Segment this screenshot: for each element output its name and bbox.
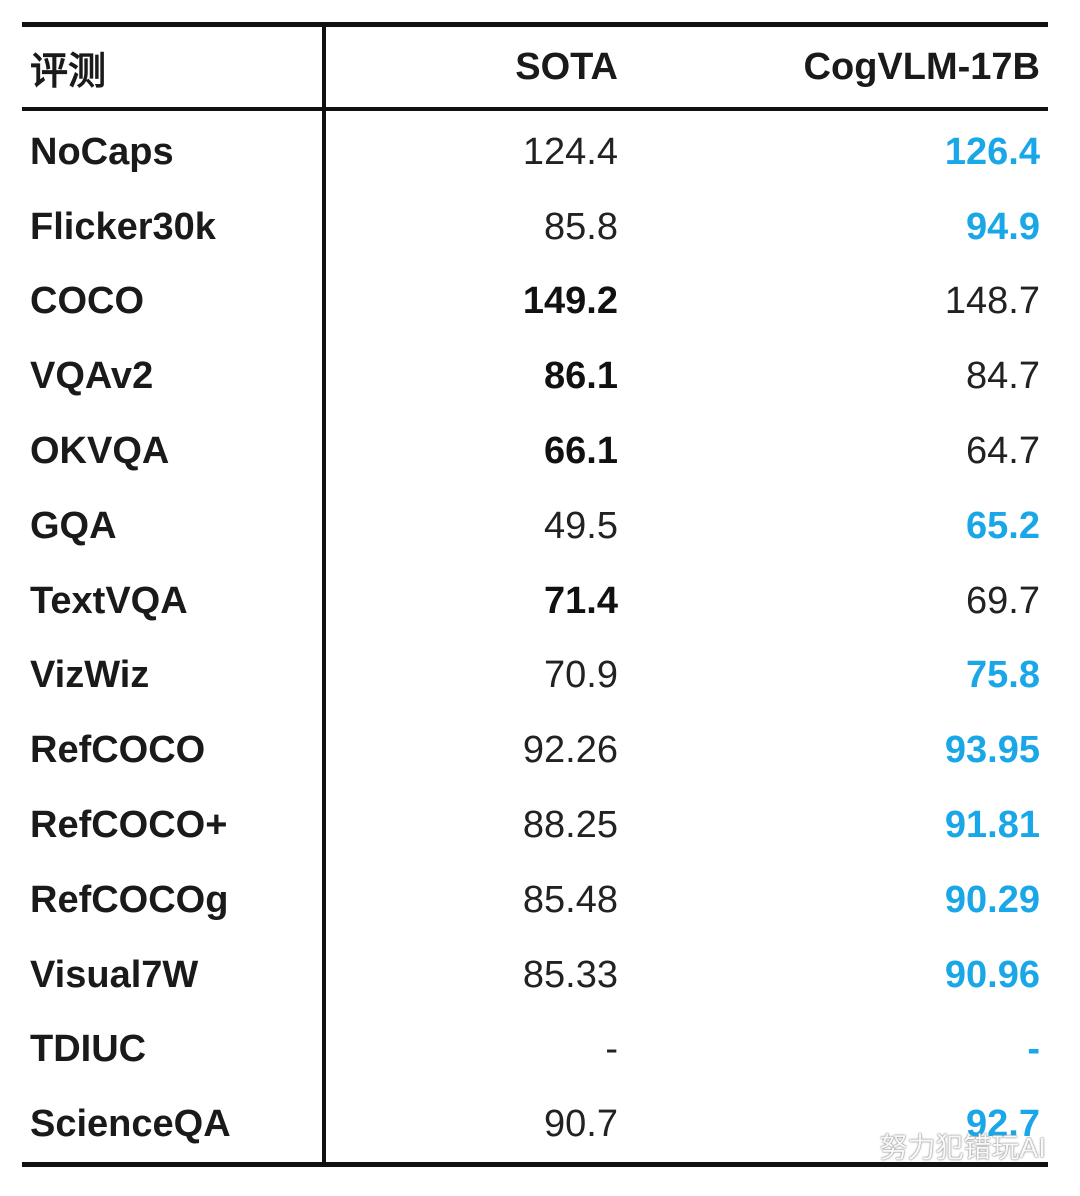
- sota-score: -: [605, 1028, 618, 1071]
- sota-score: 71.4: [544, 579, 618, 622]
- cogvlm-score: 93.95: [944, 729, 1040, 772]
- cogvlm-score: 64.7: [966, 430, 1040, 473]
- cogvlm-score: 75.8: [966, 654, 1040, 697]
- cogvlm-score: 92.7: [966, 1103, 1040, 1146]
- table-top-rule: [22, 22, 1048, 27]
- cogvlm-score: 90.29: [944, 878, 1040, 921]
- benchmark-name: GQA: [30, 504, 117, 547]
- cogvlm-score: 148.7: [944, 280, 1040, 323]
- table-row: RefCOCO+ 88.25 91.81: [22, 788, 1048, 863]
- table-row: Visual7W 85.33 90.96: [22, 938, 1048, 1013]
- table-row: VizWiz 70.9 75.8: [22, 639, 1048, 714]
- results-table: 评测 SOTA CogVLM-17B NoCaps 124.4 126.4 Flick…: [22, 22, 1048, 1168]
- benchmark-name: TextVQA: [30, 579, 188, 622]
- benchmark-name: ScienceQA: [30, 1103, 231, 1146]
- cogvlm-score: 84.7: [966, 355, 1040, 398]
- cogvlm-score: 91.81: [944, 804, 1040, 847]
- header-metric: 评测: [30, 50, 107, 93]
- sota-score: 70.9: [544, 654, 618, 697]
- watermark: 努力犯错玩AI: [832, 1126, 1046, 1166]
- table-header-row: 评测 SOTA CogVLM-17B: [22, 27, 1048, 107]
- wechat-icon: [832, 1131, 870, 1159]
- benchmark-name: COCO: [30, 280, 144, 323]
- sota-score: 85.33: [522, 953, 618, 996]
- table-header-rule: [22, 107, 1048, 111]
- sota-score: 66.1: [544, 430, 618, 473]
- sota-score: 90.7: [544, 1103, 618, 1146]
- sota-score: 86.1: [544, 355, 618, 398]
- table-row: OKVQA 66.1 64.7: [22, 414, 1048, 489]
- table-row: COCO 149.2 148.7: [22, 265, 1048, 340]
- sota-score: 88.25: [522, 804, 618, 847]
- cogvlm-score: 126.4: [944, 130, 1040, 173]
- benchmark-name: RefCOCO: [30, 729, 206, 772]
- watermark-text: 努力犯错玩AI: [879, 1132, 1046, 1163]
- table-bottom-rule: [22, 1162, 1048, 1168]
- benchmark-name: VizWiz: [30, 654, 150, 697]
- benchmark-name: Flicker30k: [30, 205, 216, 248]
- header-cogvlm: CogVLM-17B: [803, 45, 1040, 88]
- table-row: VQAv2 86.1 84.7: [22, 339, 1048, 414]
- table-row: RefCOCO 92.26 93.95: [22, 713, 1048, 788]
- cogvlm-score: 65.2: [966, 504, 1040, 547]
- cogvlm-score: 90.96: [944, 953, 1040, 996]
- table-row: Flicker30k 85.8 94.9: [22, 190, 1048, 265]
- table-row: RefCOCOg 85.48 90.29: [22, 863, 1048, 938]
- cogvlm-score: -: [1027, 1028, 1040, 1071]
- table-row: TDIUC - -: [22, 1013, 1048, 1088]
- benchmark-name: OKVQA: [30, 430, 170, 473]
- table-row: NoCaps 124.4 126.4: [22, 115, 1048, 190]
- table-row: ScienceQA 90.7 92.7: [22, 1087, 1048, 1162]
- benchmark-name: TDIUC: [30, 1028, 147, 1071]
- benchmark-name: NoCaps: [30, 130, 174, 173]
- sota-score: 49.5: [544, 504, 618, 547]
- column-divider: [322, 22, 326, 1163]
- cogvlm-score: 94.9: [966, 205, 1040, 248]
- sota-score: 149.2: [522, 280, 618, 323]
- benchmark-name: RefCOCOg: [30, 878, 229, 921]
- header-sota: SOTA: [515, 45, 618, 88]
- table-row: TextVQA 71.4 69.7: [22, 564, 1048, 639]
- sota-score: 92.26: [522, 729, 618, 772]
- sota-score: 124.4: [522, 130, 618, 173]
- sota-score: 85.48: [522, 878, 618, 921]
- benchmark-name: RefCOCO+: [30, 804, 228, 847]
- cogvlm-score: 69.7: [966, 579, 1040, 622]
- table-row: GQA 49.5 65.2: [22, 489, 1048, 564]
- benchmark-name: Visual7W: [30, 953, 199, 996]
- table-body: NoCaps 124.4 126.4 Flicker30k 85.8 94.9 COCO 14…: [22, 111, 1048, 1162]
- sota-score: 85.8: [544, 205, 618, 248]
- benchmark-name: VQAv2: [30, 355, 154, 398]
